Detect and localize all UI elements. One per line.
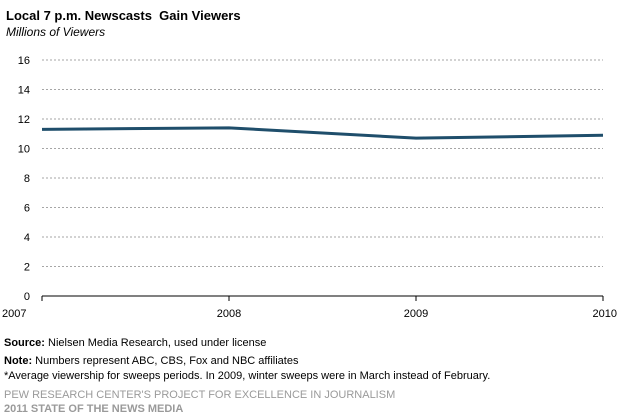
credit-line-2: 2011 STATE OF THE NEWS MEDIA: [4, 403, 184, 415]
y-tick-label: 2: [24, 262, 30, 274]
chart-subtitle: Millions of Viewers: [6, 25, 106, 39]
y-tick-label: 12: [18, 114, 30, 126]
y-tick-label: 8: [24, 173, 30, 185]
y-tick-label: 10: [18, 144, 30, 156]
credit-line-1: PEW RESEARCH CENTER'S PROJECT FOR EXCELL…: [4, 389, 396, 401]
y-tick-label: 0: [24, 291, 30, 303]
note-label: Note:: [4, 355, 33, 367]
source-text: Nielsen Media Research, used under licen…: [44, 337, 267, 349]
source-note: Source: Nielsen Media Research, used und…: [4, 336, 266, 350]
line-chart: 0 2 4 6 8 10 12 14 16 2007 2008 2009 2010: [2, 55, 617, 320]
source-label: Source:: [4, 337, 45, 349]
y-tick-label: 14: [18, 85, 30, 97]
note-text: Numbers represent ABC, CBS, Fox and NBC …: [32, 355, 299, 367]
grid-lines: [42, 59, 603, 267]
series-lines: [41, 126, 604, 140]
y-tick-label: 16: [18, 55, 30, 67]
series-line: [41, 126, 604, 140]
asterisk-note: *Average viewership for sweeps periods. …: [4, 370, 491, 382]
y-tick-label: 4: [24, 232, 30, 244]
axes: [41, 295, 604, 301]
y-tick-labels: 0 2 4 6 8 10 12 14 16: [18, 55, 30, 303]
x-tick-label: 2008: [217, 308, 241, 320]
x-tick-label: 2007: [2, 308, 26, 320]
x-tick-label: 2009: [404, 308, 428, 320]
y-tick-label: 6: [24, 203, 30, 215]
x-tick-labels: 2007 2008 2009 2010: [2, 308, 617, 320]
chart-title: Local 7 p.m. Newscasts Gain Viewers: [6, 8, 241, 23]
x-tick-label: 2010: [593, 308, 617, 320]
note: Note: Numbers represent ABC, CBS, Fox an…: [4, 354, 298, 368]
